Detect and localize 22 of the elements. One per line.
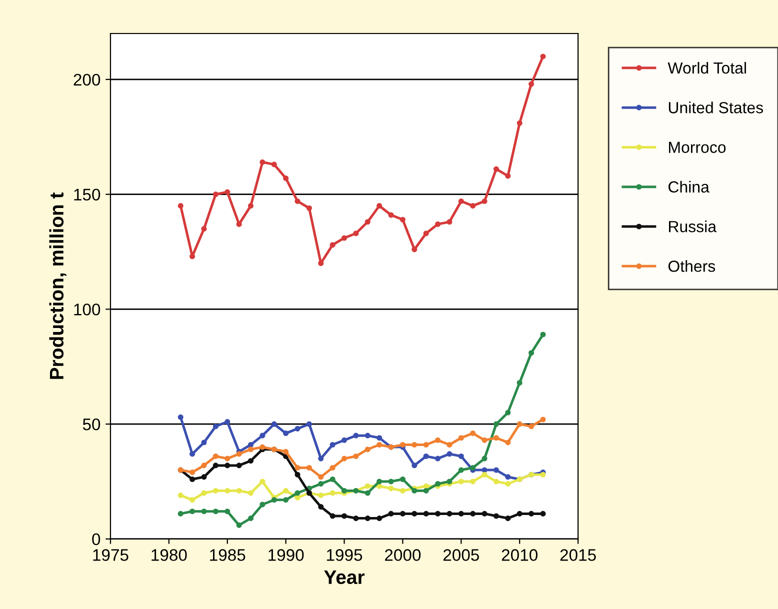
x-axis-title: Year xyxy=(324,570,365,584)
y-tick-label: 200 xyxy=(74,74,100,86)
legend-label: World Total xyxy=(668,62,746,74)
x-tick-label: 2015 xyxy=(560,549,596,561)
x-tick-label: 1975 xyxy=(93,549,128,561)
legend-label: Others xyxy=(668,260,716,272)
y-tick-label: 100 xyxy=(74,304,100,316)
y-tick-label: 50 xyxy=(82,418,100,430)
legend-label: Russia xyxy=(669,220,717,232)
y-tick-label: 0 xyxy=(92,533,100,546)
x-tick-label: 2005 xyxy=(443,549,479,561)
legend-label: China xyxy=(668,180,710,193)
x-tick-label: 1985 xyxy=(210,549,246,561)
legend-label: United States xyxy=(668,102,764,114)
legend-label: Morroco xyxy=(669,142,726,153)
x-tick-label: 2010 xyxy=(502,549,538,561)
y-axis-title: Production, million t xyxy=(49,192,66,379)
x-tick-label: 1995 xyxy=(327,549,362,561)
x-tick-label: 2000 xyxy=(385,549,421,561)
x-tick-label: 1990 xyxy=(268,549,304,561)
y-tick-label: 150 xyxy=(74,188,100,201)
x-tick-label: 1980 xyxy=(152,549,187,561)
